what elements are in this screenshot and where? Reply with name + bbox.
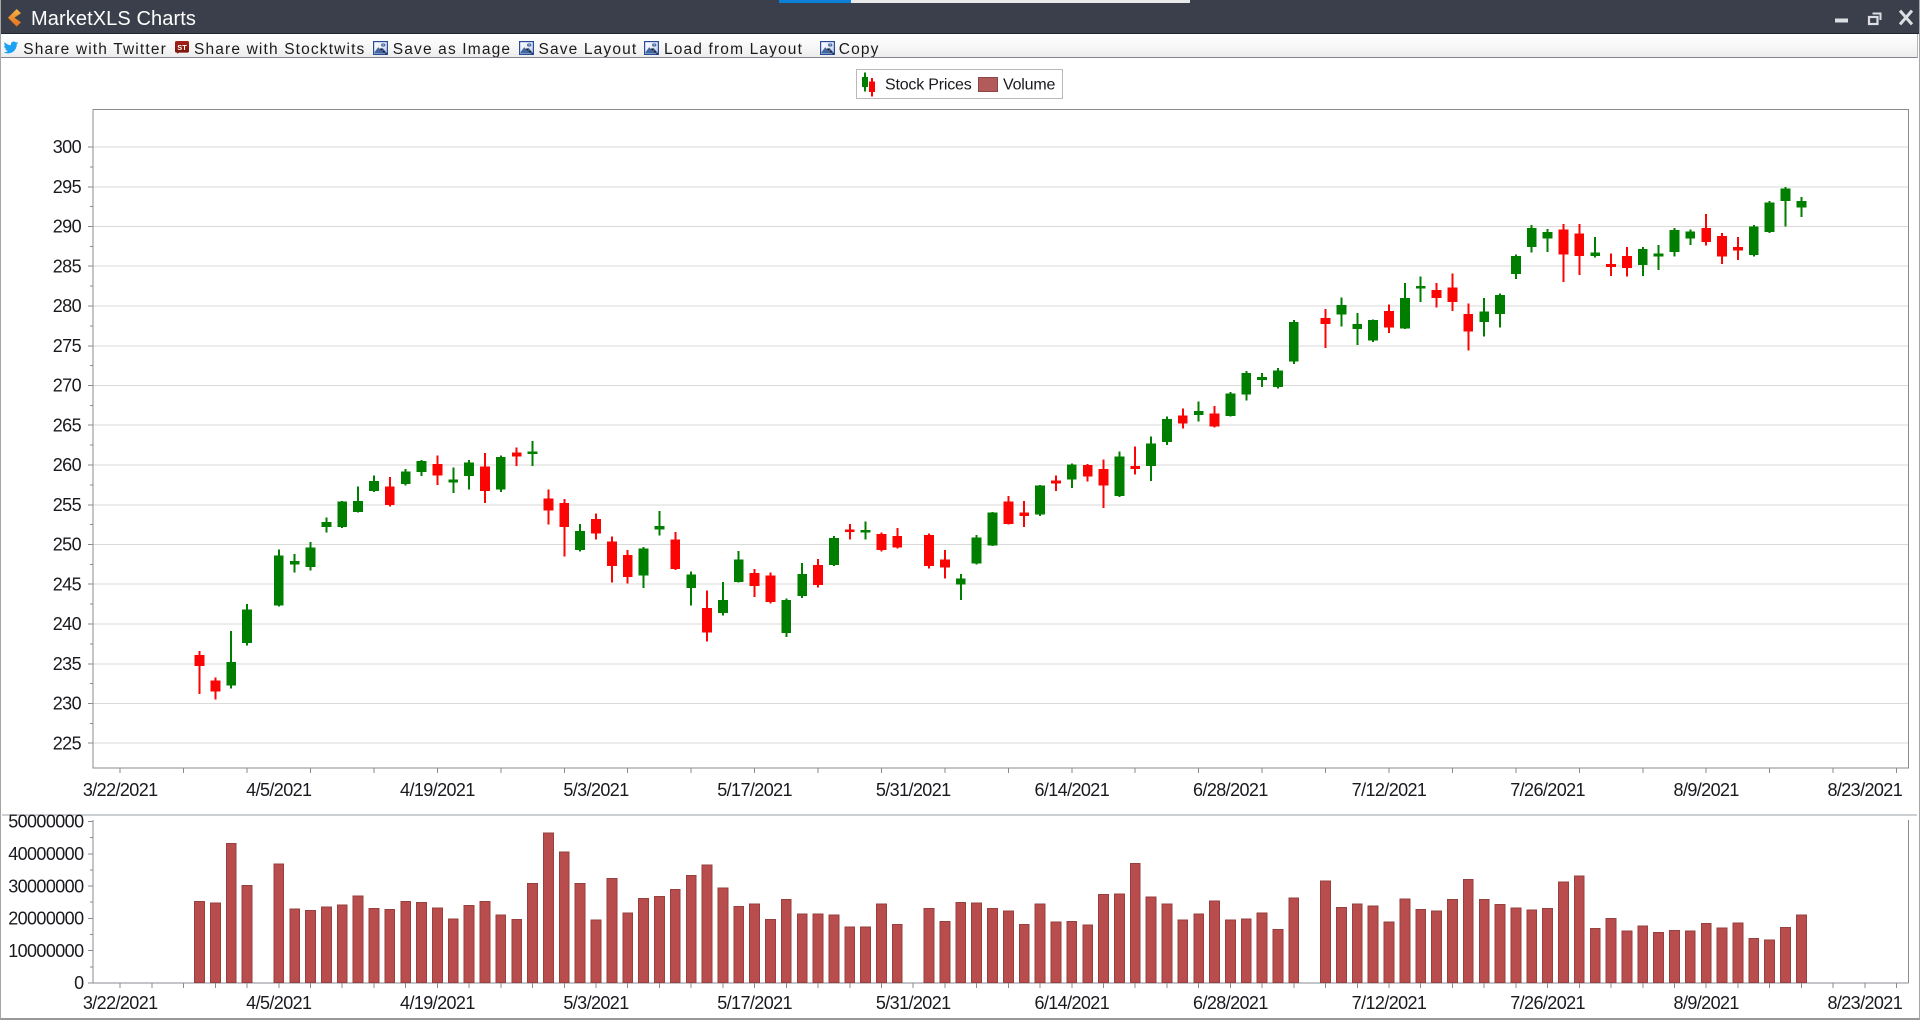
svg-text:4/5/2021: 4/5/2021 bbox=[246, 780, 312, 800]
svg-text:7/26/2021: 7/26/2021 bbox=[1510, 993, 1585, 1013]
svg-text:225: 225 bbox=[53, 734, 82, 754]
svg-text:5/17/2021: 5/17/2021 bbox=[717, 780, 792, 800]
svg-text:280: 280 bbox=[53, 296, 82, 316]
svg-text:8/9/2021: 8/9/2021 bbox=[1674, 993, 1740, 1013]
svg-text:20000000: 20000000 bbox=[8, 909, 84, 929]
svg-text:4/19/2021: 4/19/2021 bbox=[400, 993, 475, 1013]
svg-text:4/19/2021: 4/19/2021 bbox=[400, 780, 475, 800]
svg-text:7/26/2021: 7/26/2021 bbox=[1510, 780, 1585, 800]
svg-text:265: 265 bbox=[53, 415, 82, 435]
svg-text:6/14/2021: 6/14/2021 bbox=[1034, 993, 1109, 1013]
svg-text:5/3/2021: 5/3/2021 bbox=[563, 780, 629, 800]
svg-text:3/22/2021: 3/22/2021 bbox=[83, 993, 158, 1013]
svg-text:300: 300 bbox=[53, 137, 82, 157]
svg-text:260: 260 bbox=[53, 455, 82, 475]
svg-text:30000000: 30000000 bbox=[8, 876, 84, 896]
svg-text:50000000: 50000000 bbox=[8, 812, 84, 832]
svg-text:4/5/2021: 4/5/2021 bbox=[246, 993, 312, 1013]
svg-text:8/23/2021: 8/23/2021 bbox=[1827, 993, 1902, 1013]
svg-text:235: 235 bbox=[53, 654, 82, 674]
svg-text:10000000: 10000000 bbox=[8, 941, 84, 961]
svg-text:7/12/2021: 7/12/2021 bbox=[1352, 993, 1427, 1013]
svg-text:ST: ST bbox=[177, 43, 187, 52]
svg-text:0: 0 bbox=[74, 973, 84, 993]
svg-text:245: 245 bbox=[53, 575, 82, 595]
svg-text:5/17/2021: 5/17/2021 bbox=[717, 993, 792, 1013]
svg-text:8/23/2021: 8/23/2021 bbox=[1827, 780, 1902, 800]
svg-text:240: 240 bbox=[53, 614, 82, 634]
svg-text:275: 275 bbox=[53, 336, 82, 356]
svg-text:40000000: 40000000 bbox=[8, 844, 84, 864]
svg-text:8/9/2021: 8/9/2021 bbox=[1674, 780, 1740, 800]
svg-text:5/31/2021: 5/31/2021 bbox=[876, 780, 951, 800]
svg-text:6/28/2021: 6/28/2021 bbox=[1193, 780, 1268, 800]
svg-text:270: 270 bbox=[53, 376, 82, 396]
svg-text:6/14/2021: 6/14/2021 bbox=[1034, 780, 1109, 800]
svg-text:3/22/2021: 3/22/2021 bbox=[83, 780, 158, 800]
svg-text:250: 250 bbox=[53, 535, 82, 555]
svg-text:255: 255 bbox=[53, 495, 82, 515]
svg-text:5/3/2021: 5/3/2021 bbox=[563, 993, 629, 1013]
svg-text:290: 290 bbox=[53, 217, 82, 237]
svg-text:5/31/2021: 5/31/2021 bbox=[876, 993, 951, 1013]
svg-text:295: 295 bbox=[53, 177, 82, 197]
svg-text:285: 285 bbox=[53, 256, 82, 276]
svg-text:Volume: Volume bbox=[1003, 77, 1055, 94]
svg-text:7/12/2021: 7/12/2021 bbox=[1352, 780, 1427, 800]
svg-text:230: 230 bbox=[53, 694, 82, 714]
svg-text:Stock Prices: Stock Prices bbox=[885, 77, 972, 94]
svg-text:6/28/2021: 6/28/2021 bbox=[1193, 993, 1268, 1013]
